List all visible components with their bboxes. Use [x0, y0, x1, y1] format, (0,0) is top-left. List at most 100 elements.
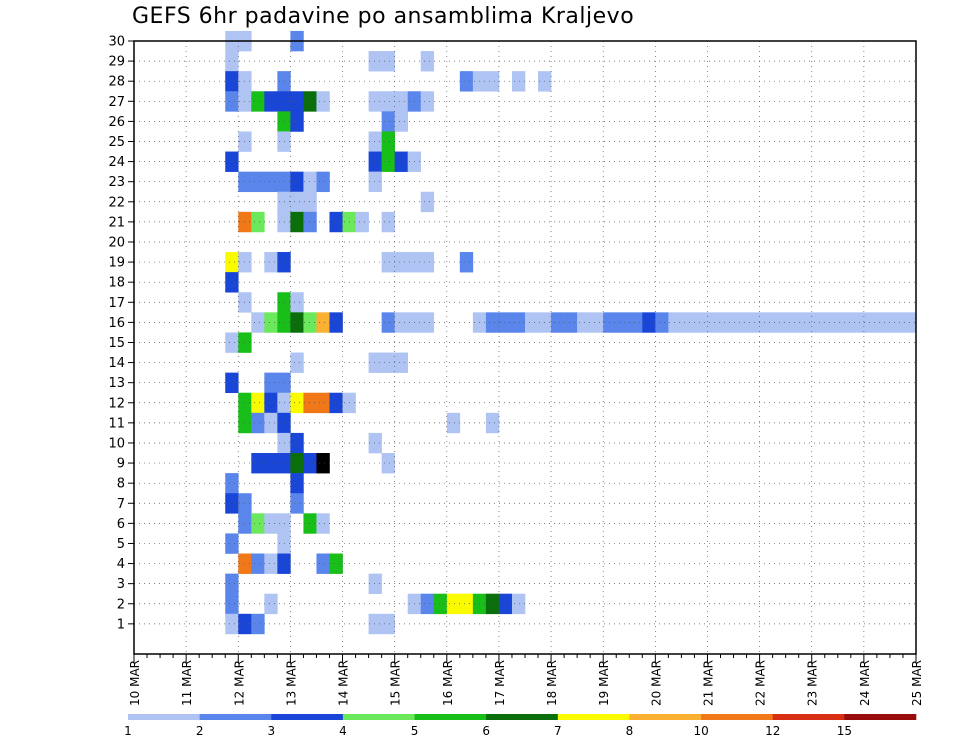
heatmap-cell — [316, 453, 330, 474]
heatmap-cell — [264, 553, 278, 574]
heatmap-cell — [511, 71, 526, 92]
heatmap-cell — [655, 312, 669, 333]
x-tick-label: 10 MAR — [128, 660, 142, 706]
heatmap-cell — [316, 171, 330, 193]
y-tick-label: 7 — [117, 497, 125, 512]
heatmap-cell — [264, 372, 278, 394]
heatmap-cell — [264, 252, 278, 273]
heatmap-cell — [225, 493, 239, 514]
heatmap-cell — [316, 553, 330, 574]
heatmap-cell — [668, 312, 682, 333]
y-tick-label: 25 — [108, 135, 125, 150]
heatmap-cell — [368, 573, 382, 595]
legend-swatch — [772, 714, 845, 720]
heatmap-cell — [303, 191, 317, 213]
heatmap-cell — [551, 312, 565, 333]
heatmap-cell — [368, 51, 382, 72]
y-tick-label: 18 — [108, 276, 125, 291]
heatmap-cell — [811, 312, 826, 333]
heatmap-cell — [225, 272, 239, 293]
heatmap-cell — [394, 91, 408, 112]
heatmap-cell — [876, 312, 891, 333]
legend-swatch — [629, 714, 702, 720]
heatmap-cell — [251, 211, 265, 233]
heatmap-cell — [420, 593, 435, 615]
heatmap-cell — [329, 392, 343, 414]
heatmap-cell — [225, 91, 239, 112]
y-tick-label: 12 — [108, 396, 125, 411]
heatmap-cell — [251, 453, 265, 474]
heatmap-cell — [381, 51, 395, 72]
heatmap-cell — [459, 71, 474, 92]
heatmap-cell — [264, 513, 278, 534]
legend-swatch — [342, 714, 415, 720]
heatmap-cell — [264, 412, 278, 434]
x-tick-label: 12 MAR — [232, 660, 246, 706]
x-tick-label: 15 MAR — [389, 660, 403, 706]
heatmap-cell — [381, 312, 395, 333]
heatmap-cell — [251, 513, 265, 534]
x-axis: 10 MAR 11 MAR 12 MAR 13 MAR 14 MAR 15 MAR 16 M… — [128, 654, 924, 706]
heatmap-cell — [420, 252, 435, 273]
y-tick-label: 15 — [108, 336, 125, 351]
legend-label: 1 — [124, 724, 132, 738]
x-tick-label: 25 MAR — [910, 660, 924, 706]
heatmap-cell — [225, 252, 239, 273]
legend-swatch — [414, 714, 487, 720]
heatmap-cell — [459, 252, 474, 273]
heatmap-cell — [316, 392, 330, 414]
heatmap-cell — [381, 453, 395, 474]
heatmap-cell — [433, 593, 448, 615]
heatmap-cell — [681, 312, 695, 333]
heatmap-cell — [225, 372, 239, 394]
y-tick-label: 8 — [117, 477, 125, 492]
heatmap-cell — [303, 91, 317, 112]
legend-label: 5 — [411, 724, 419, 738]
heatmap-cell — [889, 312, 904, 333]
y-tick-label: 29 — [108, 55, 125, 70]
heatmap-cell — [381, 613, 395, 635]
y-tick-label: 6 — [117, 517, 125, 532]
y-tick-label: 13 — [108, 376, 125, 391]
x-tick-label: 23 MAR — [806, 660, 820, 706]
heatmap-cell — [511, 593, 526, 615]
heatmap-cell — [525, 312, 539, 333]
y-axis: 1234567891011121314151617181920212223242… — [108, 35, 134, 632]
heatmap-cell — [420, 191, 435, 213]
heatmap-cell — [264, 392, 278, 414]
heatmap-cell — [329, 312, 343, 333]
legend-swatch — [199, 714, 272, 720]
heatmap-cell — [290, 312, 304, 333]
heatmap-cell — [863, 312, 878, 333]
heatmap-cell — [485, 71, 500, 92]
heatmap-cell — [381, 91, 395, 112]
heatmap-cell — [798, 312, 813, 333]
y-tick-label: 30 — [108, 35, 125, 50]
heatmap-cell — [368, 91, 382, 112]
heatmap-cell — [329, 553, 343, 574]
heatmap-cell — [303, 392, 317, 414]
x-tick-label: 24 MAR — [858, 660, 872, 706]
legend-label: 10 — [693, 724, 708, 738]
heatmap-cell — [616, 312, 630, 333]
heatmap-cell — [459, 593, 474, 615]
heatmap-cell — [225, 533, 239, 554]
heatmap-cell — [264, 171, 278, 193]
heatmap-cell — [850, 312, 865, 333]
y-tick-label: 1 — [117, 617, 125, 632]
heatmap-cell — [290, 392, 304, 414]
heatmap-cell — [446, 412, 461, 434]
heatmap-cell — [485, 412, 500, 434]
heatmap-cell — [264, 593, 278, 615]
y-tick-label: 10 — [108, 436, 125, 451]
legend-label: 6 — [482, 724, 490, 738]
heatmap-cell — [642, 312, 656, 333]
legend-label: 2 — [196, 724, 204, 738]
heatmap-cell — [290, 191, 304, 213]
heatmap-cell — [290, 211, 304, 233]
heatmap-cell — [251, 91, 265, 112]
x-tick-label: 13 MAR — [284, 660, 298, 706]
legend-label: 12 — [765, 724, 780, 738]
heatmap-cell — [290, 91, 304, 112]
